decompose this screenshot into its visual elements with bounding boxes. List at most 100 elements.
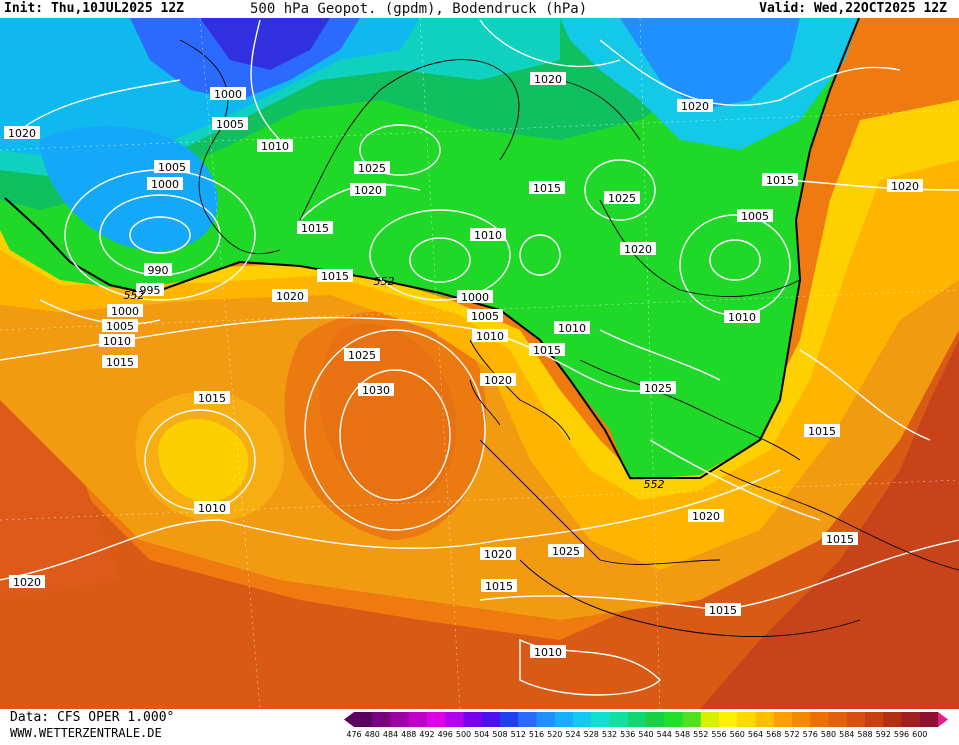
isobar-label: 1015 — [766, 174, 794, 187]
isobar-label-bg — [530, 645, 566, 658]
isobar-label-bg — [344, 348, 380, 361]
legend-tick-label: 572 — [784, 730, 799, 739]
legend-tick-label: 536 — [620, 730, 635, 739]
legend-swatch — [372, 712, 391, 727]
isobar-label-bg — [136, 283, 164, 296]
legend-tick-label: 560 — [730, 730, 745, 739]
geopot-band-580-center — [284, 311, 486, 540]
legend-swatch — [646, 712, 665, 727]
legend-tick-label: 504 — [474, 730, 489, 739]
isobar-label-bg — [257, 139, 293, 152]
legend-tick-label: 588 — [857, 730, 872, 739]
isobar-label: 990 — [148, 264, 169, 277]
isobar-label: 1015 — [808, 425, 836, 438]
legend-swatch — [846, 712, 866, 727]
geopot-band-592 — [700, 340, 959, 709]
legend-swatch — [773, 712, 793, 727]
isobar-label: 1015 — [709, 604, 737, 617]
color-legend: 476 480 484 488 492 496 500 504 508 512 516 520 524 5… — [344, 712, 948, 739]
isobar-label-bg — [144, 263, 172, 276]
isobar-label-bg — [350, 183, 386, 196]
isobar-label: 1010 — [198, 502, 226, 515]
legend-swatch — [810, 712, 829, 727]
isobar-label: 1015 — [826, 533, 854, 546]
legend-swatch — [719, 712, 738, 727]
legend-tick-label: 596 — [894, 730, 909, 739]
legend-swatch — [463, 712, 483, 727]
graticule — [0, 17, 959, 710]
contour-label: 552 — [124, 289, 145, 302]
isobar-label: 1010 — [103, 335, 131, 348]
valid-time: Valid: Wed,22OCT2025 12Z — [759, 1, 947, 16]
isobar-label-bg — [107, 304, 143, 317]
isobar-label-bg — [529, 343, 565, 356]
legend-swatch — [919, 712, 939, 727]
isobar-label: 1005 — [741, 210, 769, 223]
isobar-label: 1030 — [362, 384, 390, 397]
legend-tick-label: 600 — [912, 730, 927, 739]
legend-tick-label: 568 — [766, 730, 781, 739]
isobar-label-bg — [481, 579, 517, 592]
isobar-label-bg — [4, 126, 40, 139]
isobar-label-bg — [317, 269, 353, 282]
isobars — [0, 19, 959, 696]
legend-swatch — [554, 712, 574, 727]
isobar-label-bg — [272, 289, 308, 302]
isobar-label: 1000 — [151, 178, 179, 191]
init-time: Init: Thu,10JUL2025 12Z — [4, 1, 185, 16]
isobar-label-bg — [102, 319, 138, 332]
map-title: 500 hPa Geopot. (gpdm), Bodendruck (hPa) — [250, 1, 588, 17]
legend-tick-label: 496 — [438, 730, 453, 739]
isobar-label-bg — [472, 329, 508, 342]
legend-swatch — [536, 712, 556, 727]
legend-swatch — [737, 712, 756, 727]
legend-tick-label: 548 — [675, 730, 690, 739]
isobar-label-bg — [640, 381, 676, 394]
legend-swatch — [609, 712, 629, 727]
isobar-label: 1015 — [321, 270, 349, 283]
isobar-label-bg — [154, 160, 190, 173]
geopot-band-lightblue-w — [40, 126, 218, 251]
isobar-label-bg — [354, 161, 390, 174]
isobar-label: 1020 — [276, 290, 304, 303]
legend-swatch — [828, 712, 848, 727]
legend-swatch — [883, 712, 902, 727]
isobar-label: 1020 — [354, 184, 382, 197]
isobar-label-bg — [822, 532, 858, 545]
legend-swatch — [390, 712, 410, 727]
legend-swatch — [427, 712, 446, 727]
isobar-label: 1005 — [216, 118, 244, 131]
isobar-label-bg — [724, 310, 760, 323]
legend-tick-label: 544 — [657, 730, 672, 739]
geopot-band-yellow — [0, 100, 959, 550]
isobar-label: 1010 — [534, 646, 562, 659]
isobar-label: 1010 — [728, 311, 756, 324]
legend-tick-label: 592 — [876, 730, 891, 739]
isobar-label: 1020 — [624, 243, 652, 256]
isobar-label: 1025 — [608, 192, 636, 205]
legend-swatch — [682, 712, 702, 727]
isobar-label-bg — [457, 290, 493, 303]
geopot-band-564-azores — [158, 419, 249, 502]
legend-tick-label: 580 — [821, 730, 836, 739]
legend-swatch — [700, 712, 720, 727]
legend-swatch — [518, 712, 537, 727]
isobar-label: 1005 — [471, 310, 499, 323]
isobar-label: 1000 — [214, 88, 242, 101]
isobar-label-bg — [99, 334, 135, 347]
legend-swatch — [354, 712, 373, 727]
legend-swatch — [591, 712, 610, 727]
legend-tick-label: 540 — [638, 730, 653, 739]
legend-tick-label: 576 — [803, 730, 818, 739]
legend-swatch — [664, 712, 683, 727]
legend-tick-label: 512 — [511, 730, 526, 739]
isobar-label-bg — [688, 509, 724, 522]
legend-tick-label: 492 — [419, 730, 434, 739]
isobar-label: 1020 — [484, 548, 512, 561]
isobar-label-bg — [470, 228, 506, 241]
legend-swatch — [500, 712, 519, 727]
isobar-label: 1015 — [533, 182, 561, 195]
isobar-label-bg — [467, 309, 503, 322]
isobar-label: 1015 — [106, 356, 134, 369]
